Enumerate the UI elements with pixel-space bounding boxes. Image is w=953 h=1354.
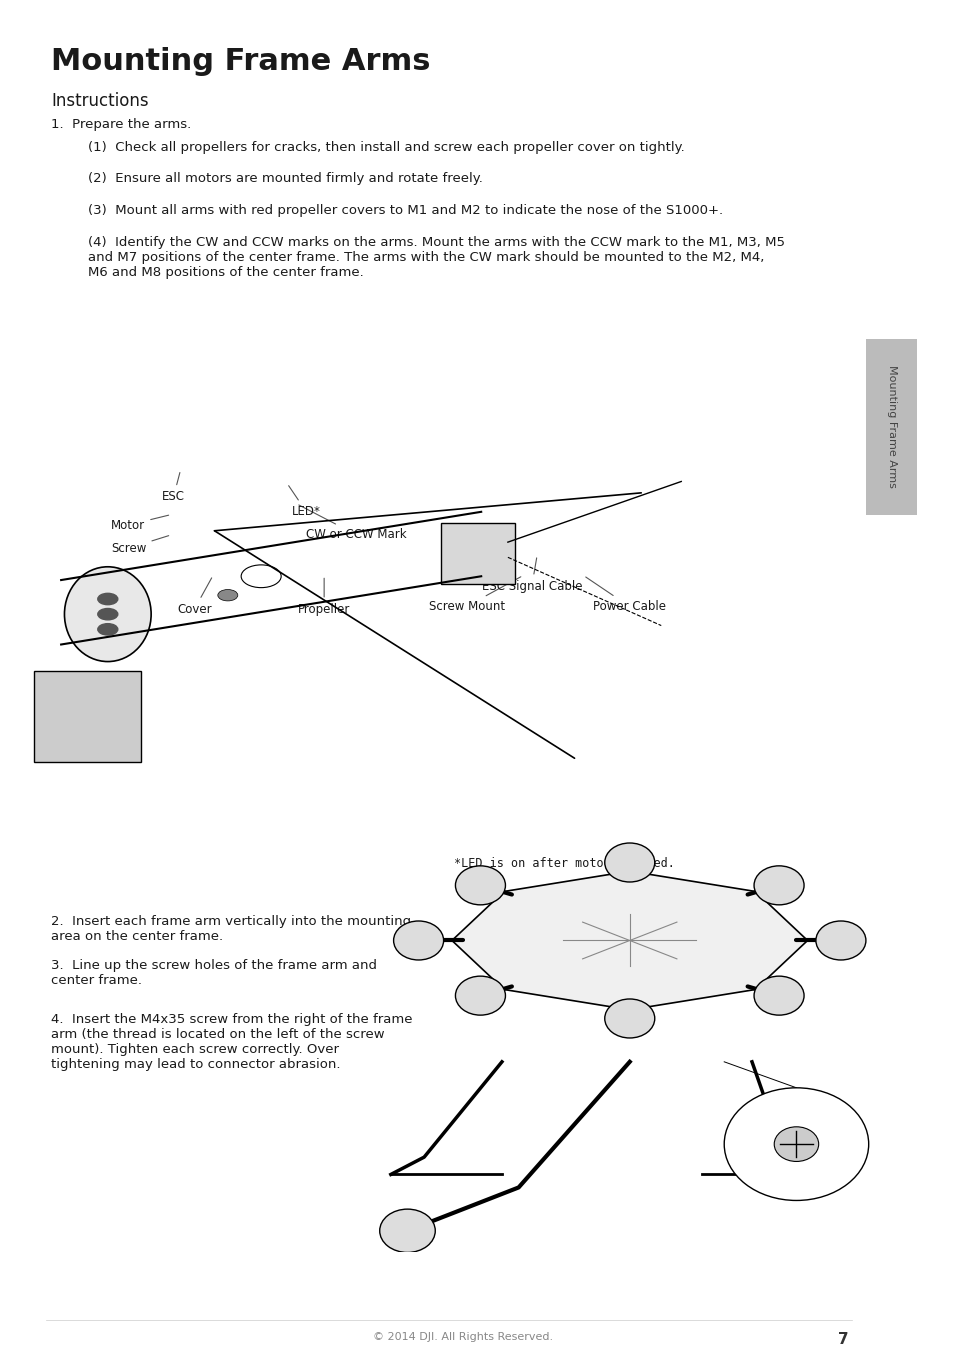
Text: 7: 7 (838, 1332, 848, 1347)
Text: (4)  Identify the CW and CCW marks on the arms. Mount the arms with the CCW mark: (4) Identify the CW and CCW marks on the… (88, 236, 784, 279)
Text: 1.  Prepare the arms.: 1. Prepare the arms. (51, 118, 191, 131)
Text: (1)  Check all propellers for cracks, then install and screw each propeller cove: (1) Check all propellers for cracks, the… (88, 141, 684, 154)
Text: Motor: Motor (111, 515, 169, 532)
Text: Screw: Screw (111, 536, 169, 555)
Text: Power Cable: Power Cable (585, 577, 665, 613)
Text: Instructions: Instructions (51, 92, 149, 110)
Text: (3)  Mount all arms with red propeller covers to M1 and M2 to indicate the nose : (3) Mount all arms with red propeller co… (88, 204, 722, 217)
Text: 3.  Line up the screw holes of the frame arm and
center frame.: 3. Line up the screw holes of the frame … (51, 959, 376, 987)
Text: © 2014 DJI. All Rights Reserved.: © 2014 DJI. All Rights Reserved. (373, 1332, 553, 1342)
Text: Cover: Cover (177, 578, 212, 616)
Text: *LED is on after motor started.: *LED is on after motor started. (454, 857, 674, 871)
Text: Screw Mount: Screw Mount (428, 577, 520, 613)
Text: 4.  Insert the M4x35 screw from the right of the frame
arm (the thread is locate: 4. Insert the M4x35 screw from the right… (51, 1013, 412, 1071)
Text: LED*: LED* (289, 486, 320, 519)
Text: Mounting Frame Arms: Mounting Frame Arms (51, 47, 430, 76)
Text: CW or CCW Mark: CW or CCW Mark (298, 505, 406, 542)
Text: Propeller: Propeller (297, 578, 350, 616)
Text: 2.  Insert each frame arm vertically into the mounting
area on the center frame.: 2. Insert each frame arm vertically into… (51, 915, 411, 944)
Text: (2)  Ensure all motors are mounted firmly and rotate freely.: (2) Ensure all motors are mounted firmly… (88, 172, 482, 185)
Text: ESC: ESC (162, 473, 185, 504)
Text: Mounting Frame Arms: Mounting Frame Arms (886, 366, 896, 487)
FancyBboxPatch shape (865, 338, 916, 515)
Text: ESC Signal Cable: ESC Signal Cable (481, 558, 581, 593)
